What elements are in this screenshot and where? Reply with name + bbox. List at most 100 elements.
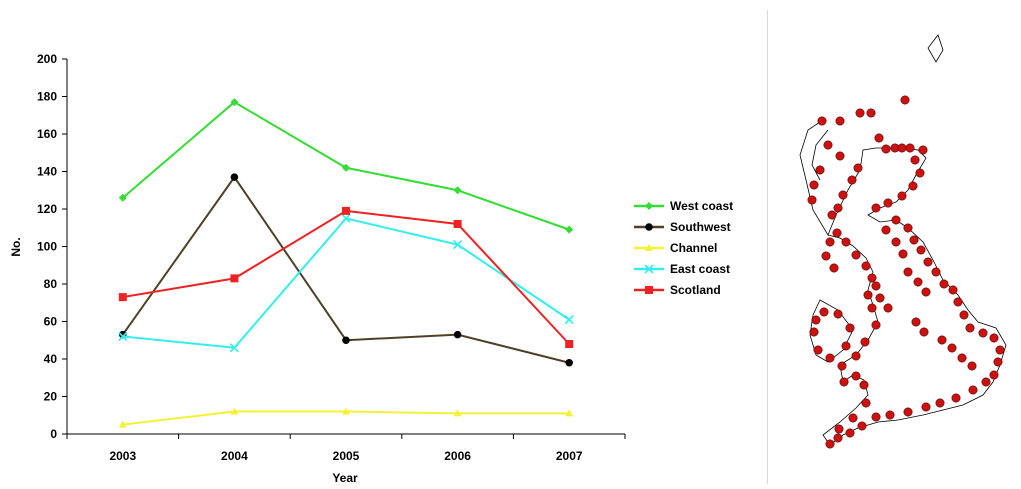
site-marker bbox=[909, 235, 919, 245]
legend-label: West coast bbox=[670, 199, 733, 213]
legend-item: Channel bbox=[634, 241, 717, 255]
data-point bbox=[565, 409, 574, 417]
site-marker bbox=[809, 180, 819, 190]
site-marker bbox=[911, 317, 921, 327]
site-marker bbox=[908, 181, 918, 191]
data-point bbox=[230, 274, 239, 283]
site-marker bbox=[819, 307, 829, 317]
site-marker bbox=[881, 144, 891, 154]
data-point bbox=[342, 163, 350, 172]
site-marker bbox=[863, 290, 873, 300]
site-marker bbox=[848, 413, 858, 423]
great-britain-map-icon bbox=[799, 34, 1007, 449]
site-marker bbox=[829, 263, 839, 273]
series-scotland bbox=[118, 206, 574, 348]
site-marker bbox=[993, 357, 1003, 367]
y-tick-label: 100 bbox=[37, 240, 57, 254]
series-line bbox=[122, 209, 570, 345]
data-point bbox=[453, 409, 462, 417]
site-marker bbox=[939, 279, 949, 289]
data-point bbox=[118, 420, 127, 428]
site-marker bbox=[867, 273, 877, 283]
site-marker bbox=[898, 249, 908, 259]
site-marker bbox=[871, 320, 881, 330]
site-marker bbox=[875, 293, 885, 303]
site-marker bbox=[851, 351, 861, 361]
site-marker bbox=[825, 237, 835, 247]
site-marker bbox=[903, 267, 913, 277]
map-panel bbox=[767, 10, 1020, 484]
site-marker bbox=[981, 377, 991, 387]
site-marker bbox=[825, 439, 835, 449]
x-axis-title: Year bbox=[332, 471, 358, 485]
data-point bbox=[565, 340, 574, 348]
site-marker bbox=[817, 116, 827, 126]
data-point bbox=[342, 206, 350, 215]
site-marker bbox=[965, 323, 975, 333]
data-point bbox=[230, 173, 239, 181]
site-marker bbox=[937, 335, 947, 345]
legend-label: Scotland bbox=[670, 283, 721, 297]
series-line bbox=[122, 217, 570, 349]
site-marker bbox=[841, 237, 851, 247]
site-marker bbox=[866, 108, 876, 118]
site-marker bbox=[834, 424, 844, 434]
site-marker bbox=[871, 412, 881, 422]
data-point bbox=[453, 220, 462, 228]
site-marker bbox=[919, 327, 929, 337]
site-marker bbox=[921, 402, 931, 412]
site-marker bbox=[871, 281, 881, 291]
site-marker bbox=[931, 267, 941, 277]
site-marker bbox=[851, 371, 861, 381]
site-marker bbox=[867, 303, 877, 313]
site-marker bbox=[897, 191, 907, 201]
site-markers bbox=[807, 95, 1005, 449]
site-marker bbox=[883, 303, 893, 313]
data-point bbox=[341, 213, 351, 223]
data-point bbox=[118, 193, 127, 202]
data-point bbox=[645, 202, 653, 210]
data-point bbox=[230, 407, 239, 415]
legend-item: East coast bbox=[634, 262, 730, 276]
site-marker bbox=[835, 116, 845, 126]
series-channel bbox=[118, 407, 574, 428]
x-tick-label: 2005 bbox=[333, 449, 360, 463]
x-tick-label: 2007 bbox=[556, 449, 583, 463]
site-marker bbox=[967, 361, 977, 371]
site-marker bbox=[837, 361, 847, 371]
legend-item: Southwest bbox=[634, 220, 731, 234]
y-tick-label: 60 bbox=[44, 315, 58, 329]
data-point bbox=[229, 343, 239, 353]
chart-series bbox=[118, 98, 574, 428]
y-tick-label: 40 bbox=[44, 352, 58, 366]
site-marker bbox=[861, 398, 871, 408]
site-marker bbox=[897, 143, 907, 153]
data-point bbox=[645, 286, 653, 294]
data-point bbox=[644, 264, 654, 274]
site-marker bbox=[853, 163, 863, 173]
site-marker bbox=[957, 353, 967, 363]
chart-axes: 0 20 40 60 80 100 120 140 160 180 200 2003 2004 2005 2… bbox=[37, 52, 626, 463]
series-east-coast bbox=[118, 213, 574, 353]
y-tick-label: 0 bbox=[50, 427, 57, 441]
site-marker bbox=[813, 345, 823, 355]
legend-item: West coast bbox=[634, 199, 733, 213]
site-marker bbox=[953, 297, 963, 307]
data-point bbox=[565, 225, 574, 234]
site-marker bbox=[841, 341, 851, 351]
data-point bbox=[453, 240, 463, 250]
series-west-coast bbox=[118, 98, 574, 234]
site-marker bbox=[835, 151, 845, 161]
site-marker bbox=[857, 421, 867, 431]
site-marker bbox=[811, 315, 821, 325]
data-point bbox=[453, 330, 462, 339]
x-tick-label: 2004 bbox=[221, 449, 248, 463]
site-marker bbox=[807, 195, 817, 205]
site-marker bbox=[881, 225, 891, 235]
site-marker bbox=[910, 155, 920, 165]
site-marker bbox=[903, 407, 913, 417]
site-marker bbox=[860, 337, 870, 347]
site-marker bbox=[855, 108, 865, 118]
site-marker bbox=[809, 327, 819, 337]
data-point bbox=[645, 244, 653, 251]
